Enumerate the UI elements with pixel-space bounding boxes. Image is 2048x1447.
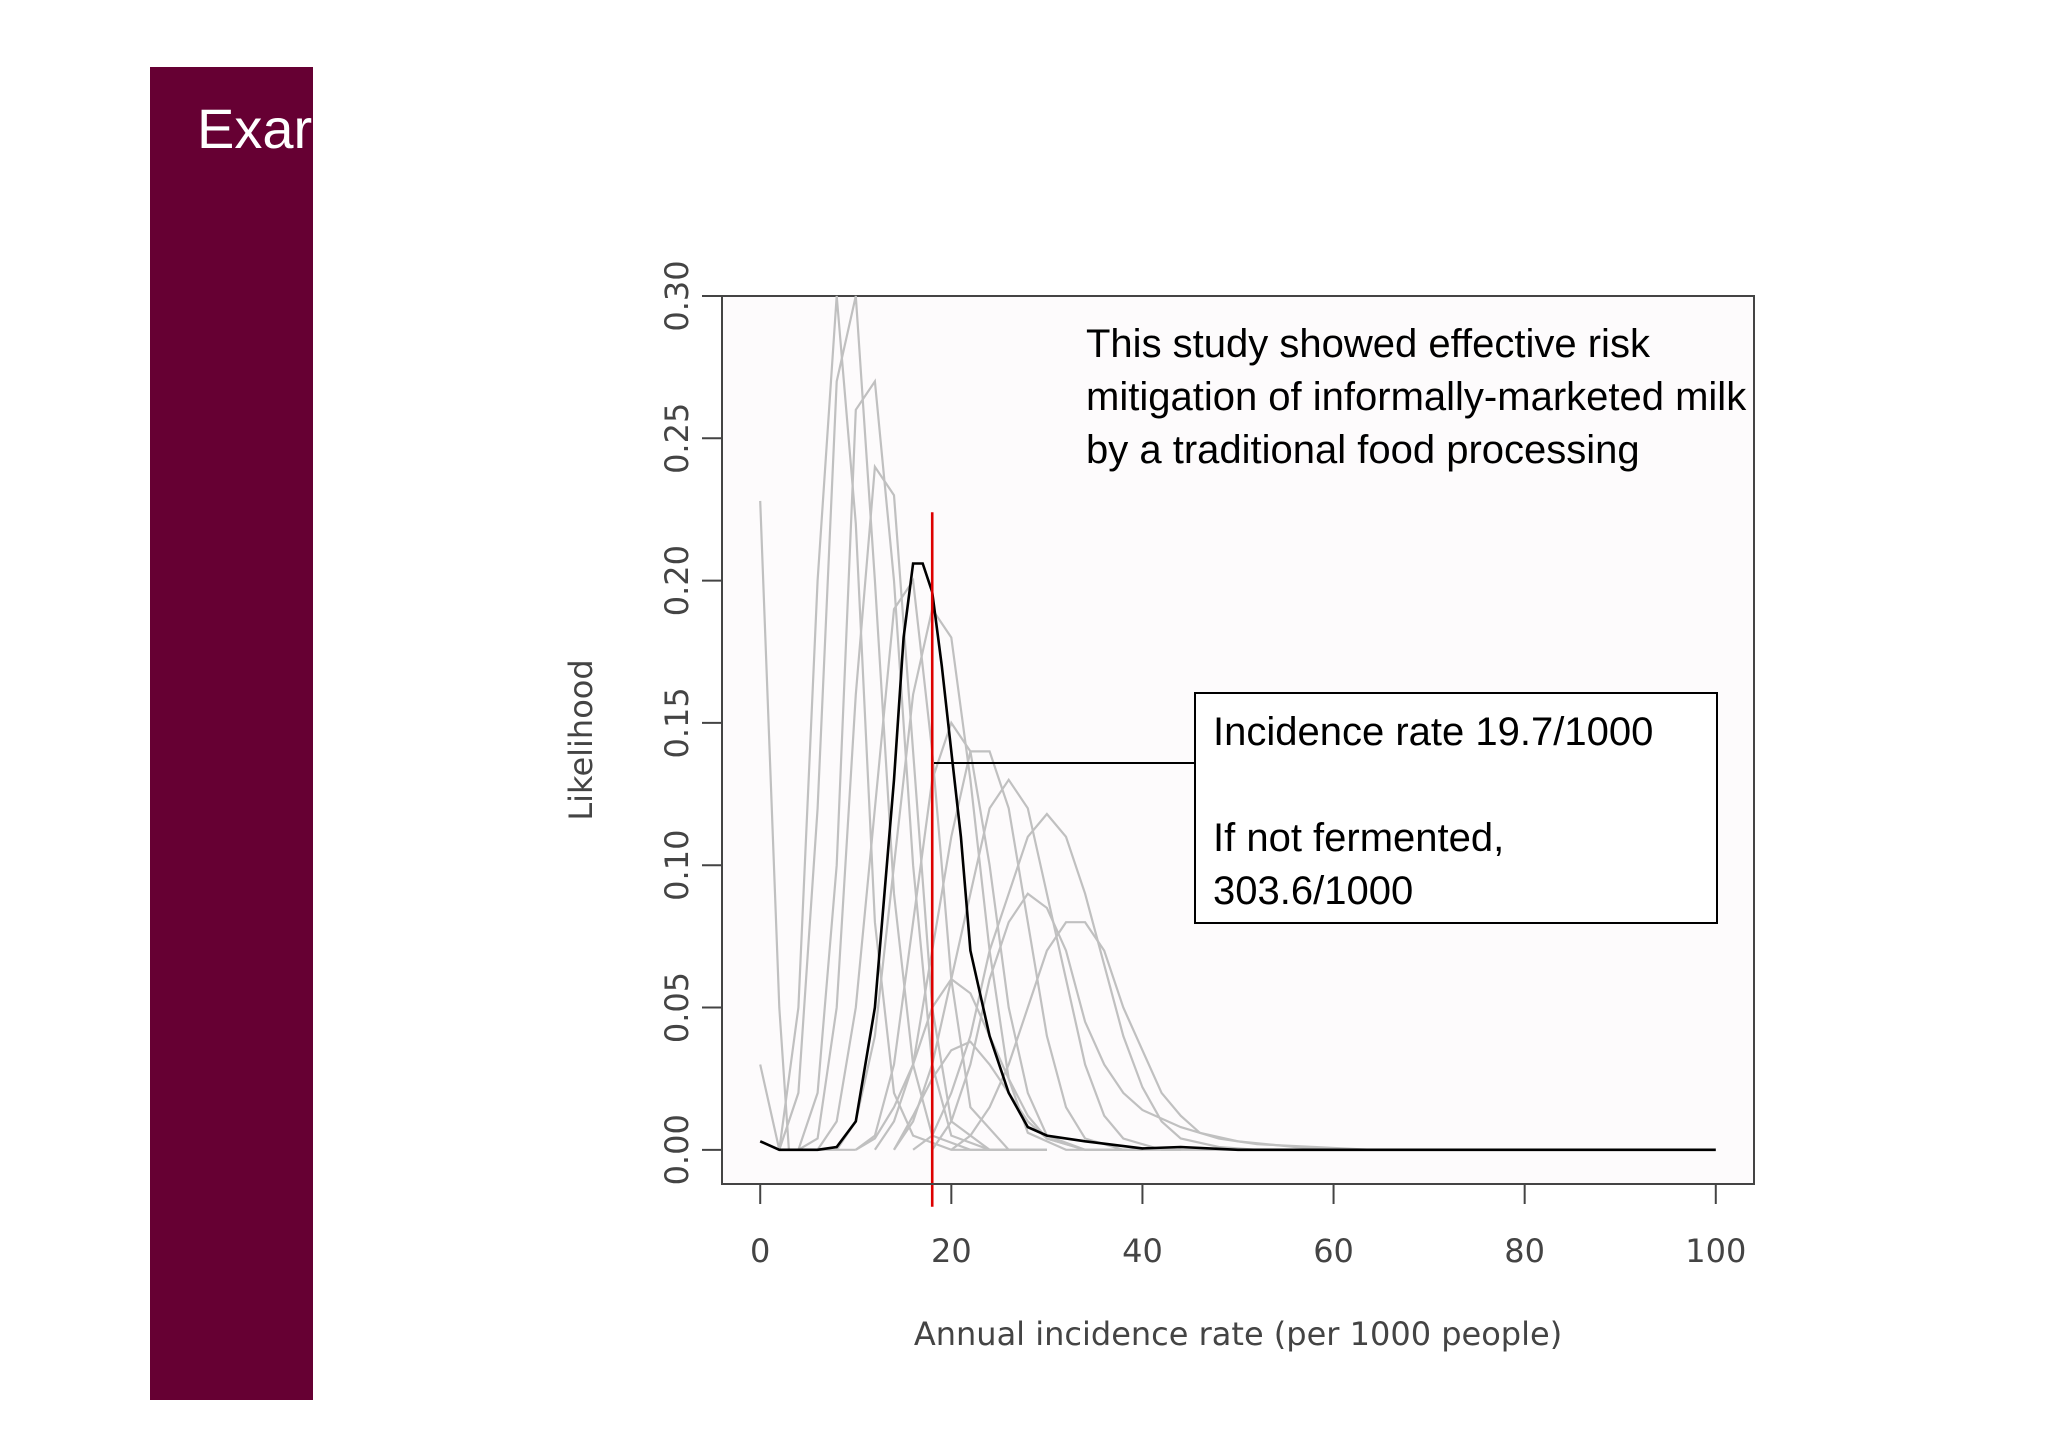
background-series-line-6 [816,577,1047,1151]
y-tick-label-0.30: 0.30 [658,260,696,331]
y-tick-label-0.10: 0.10 [658,830,696,901]
background-series-line-13 [931,892,1430,1151]
y-tick-label-0.05: 0.05 [658,972,696,1043]
y-tick-label-0.00: 0.00 [658,1114,696,1185]
main-series-group [759,562,1716,1152]
y-tick-label-0.25: 0.25 [658,403,696,474]
callout-not-fermented-rate: 303.6/1000 [1213,869,1414,913]
x-tick-label-0: 0 [750,1232,770,1270]
callout-not-fermented: If not fermented, [1213,816,1505,860]
background-series-line-15 [893,1040,1143,1151]
background-series-line-11 [912,812,1334,1151]
x-tick-label-100: 100 [1685,1232,1746,1270]
callout-spacer [1213,759,1716,812]
background-series-line-10 [893,777,1238,1151]
title-sidebar [150,67,313,1400]
callout-incidence-rate: Incidence rate 19.7/1000 [1213,710,1654,754]
x-tick-label-80: 80 [1504,1232,1545,1270]
y-tick-label-0.20: 0.20 [658,545,696,616]
incidence-callout-box: Incidence rate 19.7/1000 If not fermente… [1194,692,1718,924]
background-series-line-5 [797,463,1047,1151]
x-tick-label-20: 20 [931,1232,972,1270]
background-series-line-7 [835,606,1143,1151]
y-tick-label-0.15: 0.15 [658,687,696,758]
slide-title: Exar [197,97,313,160]
x-axis: 0 20 40 60 80 100 [750,1183,1746,1270]
main-series-line [759,562,1716,1152]
background-series-line-3 [778,295,1047,1151]
study-annotation: This study showed effective risk mitigat… [1086,322,1747,472]
x-tick-label-60: 60 [1313,1232,1354,1270]
x-axis-label: Annual incidence rate (per 1000 people) [914,1315,1562,1353]
y-axis: 0.00 0.05 0.10 0.15 0.20 0.25 0.30 [658,260,723,1185]
y-axis-label: Likelihood [562,659,600,820]
x-tick-label-40: 40 [1122,1232,1163,1270]
background-series-line-9 [873,750,1181,1151]
